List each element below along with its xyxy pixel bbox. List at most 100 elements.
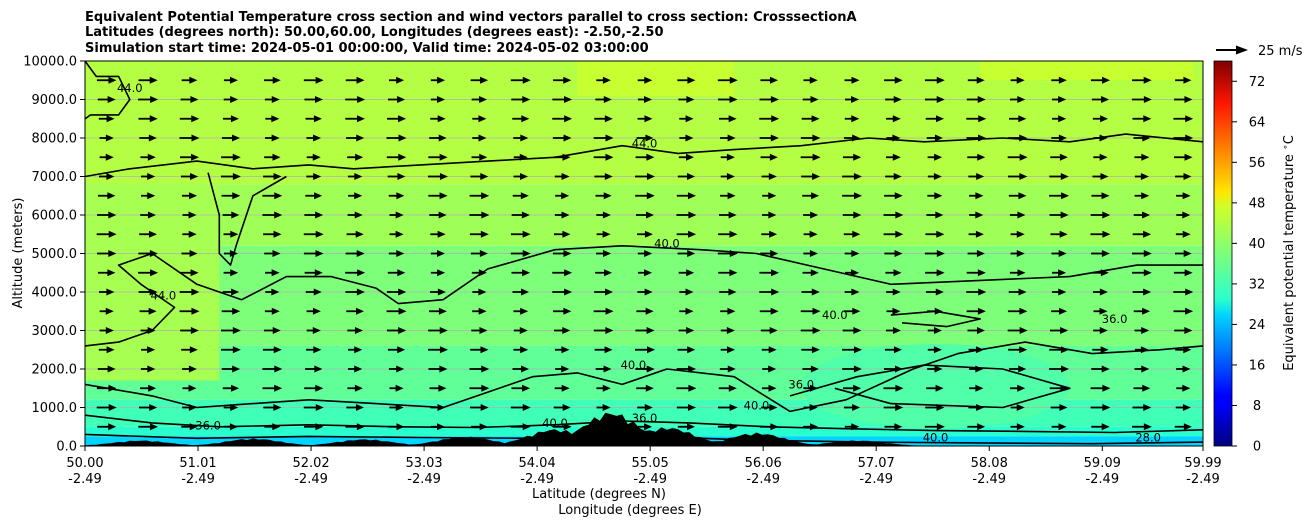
wind-vector (221, 346, 241, 354)
wind-vector (678, 96, 695, 103)
x-tick-label-lon: -2.49 (746, 472, 780, 487)
wind-vector (762, 365, 777, 373)
x-tick-label-lat: 54.04 (519, 456, 556, 471)
wind-vector (389, 230, 404, 238)
wind-vector (1132, 76, 1152, 84)
wind-vector (718, 269, 738, 277)
wind-vector (430, 250, 446, 257)
wind-vector (471, 327, 488, 334)
wind-vector (717, 76, 738, 84)
wind-vector (635, 173, 655, 180)
wind-vector (1173, 307, 1194, 315)
contour-label: 36.0 (632, 411, 658, 425)
chart-title: Equivalent Potential Temperature cross s… (85, 10, 857, 56)
wind-vector (469, 211, 490, 219)
wind-vector (760, 423, 779, 431)
wind-vector (720, 346, 735, 354)
wind-vector (966, 134, 987, 142)
wind-vector (925, 115, 944, 123)
wind-vector (677, 76, 696, 84)
wind-vector (221, 134, 240, 142)
x-tick-label-lat: 52.02 (292, 456, 329, 471)
wind-vector (97, 192, 116, 200)
wind-vector (1133, 134, 1151, 142)
wind-vector (800, 153, 821, 161)
wind-vector (760, 250, 779, 257)
wind-vector (636, 211, 654, 219)
wind-vector (303, 250, 324, 257)
wind-vector (306, 153, 321, 161)
wind-vector (679, 288, 694, 296)
wind-vector (348, 346, 363, 354)
wind-vector (844, 115, 860, 123)
wind-vector (96, 76, 117, 84)
wind-vector (140, 384, 157, 392)
wind-vector (181, 250, 198, 257)
wind-vector (1175, 76, 1192, 84)
wind-vector (593, 307, 614, 315)
wind-vector (637, 423, 653, 431)
wind-vector (718, 115, 737, 123)
wind-vector (513, 346, 529, 354)
wind-vector (223, 96, 239, 103)
wind-vector (1051, 115, 1067, 123)
wind-vector (1173, 115, 1194, 123)
wind-vector (966, 96, 986, 103)
wind-vector (803, 76, 818, 84)
wind-vector (885, 173, 902, 180)
x-tick-label-lon: -2.49 (407, 472, 441, 487)
wind-vector (1175, 404, 1191, 411)
wind-vector (96, 384, 117, 392)
x-tick-label-lat: 57.07 (858, 456, 895, 471)
colorbar-tick-label: 48 (1249, 196, 1266, 211)
wind-vector (925, 230, 945, 238)
colorbar-tick-label: 32 (1249, 277, 1266, 292)
wind-vector (967, 327, 986, 334)
wind-vector (635, 153, 655, 161)
wind-vector (99, 327, 114, 334)
wind-vector (345, 250, 365, 257)
wind-vector (389, 211, 404, 219)
wind-vector (223, 230, 239, 238)
wind-vector (677, 423, 696, 431)
wind-vector (510, 230, 531, 238)
x-tick-label-lon: -2.49 (859, 472, 893, 487)
x-tick-label-lon: -2.49 (633, 472, 667, 487)
wind-vector (138, 423, 158, 431)
wind-vector (884, 250, 903, 257)
wind-vector (636, 134, 654, 142)
wind-vector (1175, 192, 1191, 200)
x-tick-label-lat: 50.00 (66, 456, 103, 471)
wind-vector (1051, 423, 1067, 431)
wind-vector (471, 269, 487, 277)
wind-vector (967, 76, 985, 84)
wind-vectors (96, 76, 1194, 431)
wind-vector (927, 192, 943, 200)
wind-vector (182, 230, 197, 238)
wind-vector (428, 192, 448, 200)
wind-vector (720, 307, 736, 315)
wind-vector (1009, 365, 1027, 373)
wind-vector (427, 173, 448, 180)
y-tick-label: 9000.0 (32, 93, 78, 108)
x-axis-label-2: Longitude (degrees E) (558, 503, 702, 518)
wind-vector (1050, 404, 1068, 411)
wind-vector (347, 153, 364, 161)
wind-vector (430, 404, 446, 411)
wind-vector (389, 384, 404, 392)
wind-vector (969, 384, 984, 392)
wind-vector (1091, 423, 1110, 431)
wind-vector (886, 153, 901, 161)
wind-vector (138, 250, 158, 257)
wind-vector (718, 384, 737, 392)
wind-vector (883, 365, 903, 373)
wind-vector (1007, 327, 1028, 334)
wind-vector (595, 423, 612, 431)
wind-vector (594, 115, 613, 123)
x-tick-label-lat: 51.01 (179, 456, 216, 471)
wind-vector (263, 230, 282, 238)
wind-vector (1134, 192, 1150, 200)
wind-vector (677, 173, 696, 180)
wind-vector (139, 404, 158, 411)
x-tick-label-lon: -2.49 (1085, 472, 1119, 487)
